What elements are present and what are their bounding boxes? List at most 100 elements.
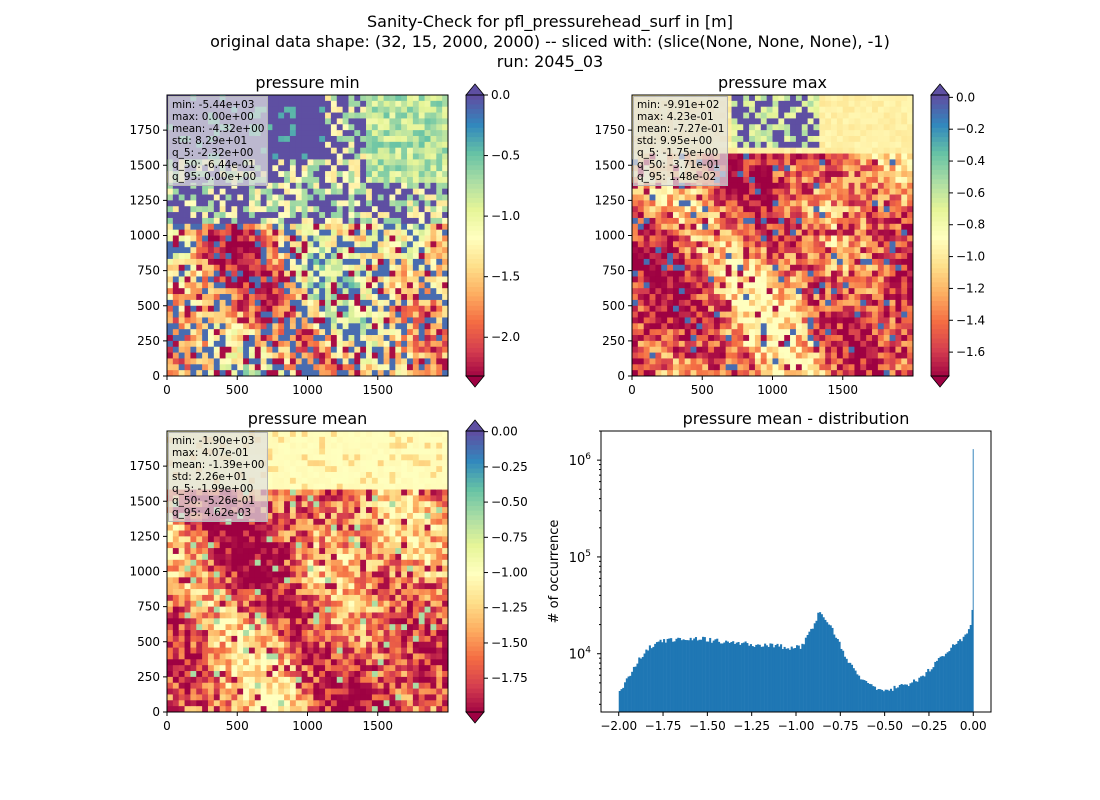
heatmap-cell xyxy=(831,106,838,113)
heatmap-cell xyxy=(731,323,738,330)
heatmap-cell xyxy=(342,212,349,219)
heatmap-cell xyxy=(831,340,838,348)
heatmap-cell xyxy=(795,270,803,277)
heatmap-cell xyxy=(207,294,215,301)
heatmap-cell xyxy=(243,188,250,195)
heatmap-cell xyxy=(231,200,238,207)
heatmap-cell xyxy=(696,346,703,353)
colorbar-segment xyxy=(466,291,484,297)
heatmap-cell xyxy=(866,95,873,102)
heatmap-cell xyxy=(790,194,797,201)
heatmap-cell xyxy=(336,299,344,307)
heatmap-cell xyxy=(219,217,226,225)
heatmap-cell xyxy=(766,352,773,359)
heatmap-cell xyxy=(766,346,773,353)
heatmap-cell xyxy=(848,194,855,201)
heatmap-cell xyxy=(813,171,820,178)
heatmap-cell xyxy=(377,229,384,236)
heatmap-cell xyxy=(907,200,914,207)
heatmap-cell xyxy=(866,200,873,207)
heatmap-cell xyxy=(313,258,320,266)
heatmap-cell xyxy=(760,346,768,353)
heatmap-cell xyxy=(342,329,349,336)
heatmap-cell xyxy=(196,229,203,236)
heatmap-cell xyxy=(901,171,908,178)
heatmap-cell xyxy=(872,264,879,272)
heatmap-cell xyxy=(901,118,908,125)
heatmap-cell xyxy=(360,165,367,172)
heatmap-cell xyxy=(354,340,361,348)
heatmap-cell xyxy=(872,323,879,330)
colorbar-segment xyxy=(931,272,949,279)
heatmap-cell xyxy=(207,305,215,312)
heatmap-cell xyxy=(731,118,738,125)
heatmap-cell xyxy=(719,305,727,312)
heatmap-cell xyxy=(272,258,279,266)
heatmap-cell xyxy=(430,200,437,207)
heatmap-cell xyxy=(260,329,267,336)
heatmap-cell xyxy=(407,247,414,254)
heatmap-cell xyxy=(737,282,744,289)
heatmap-cell xyxy=(430,270,437,277)
heatmap-cell xyxy=(325,182,332,190)
heatmap-cell xyxy=(254,329,262,336)
heatmap-cell xyxy=(307,200,314,207)
heatmap-cell xyxy=(330,206,338,213)
heatmap-cell xyxy=(719,370,727,377)
heatmap-cell xyxy=(167,358,174,365)
heatmap-cell xyxy=(366,130,373,137)
colorbar-segment xyxy=(466,151,484,157)
heatmap-cell xyxy=(831,370,838,377)
heatmap-cell xyxy=(424,241,431,248)
heatmap-cell xyxy=(889,352,896,359)
heatmap-cell xyxy=(877,299,885,307)
heatmap-cell xyxy=(167,253,174,260)
heatmap-cell xyxy=(330,95,338,102)
heatmap-cell xyxy=(860,364,867,371)
heatmap-cell xyxy=(725,335,732,342)
heatmap-cell xyxy=(383,299,390,307)
heatmap-cell xyxy=(254,305,262,312)
heatmap-cell xyxy=(842,317,849,324)
heatmap-cell xyxy=(702,258,709,266)
heatmap-cell xyxy=(348,130,355,137)
heatmap-cell xyxy=(754,346,762,353)
heatmap-cell xyxy=(207,340,215,348)
heatmap-cell xyxy=(412,288,420,295)
heatmap-cell xyxy=(442,258,449,266)
heatmap-cell xyxy=(383,95,390,102)
heatmap-cell xyxy=(883,235,890,242)
heatmap-cell xyxy=(842,153,849,160)
heatmap-cell xyxy=(412,335,420,342)
heatmap-cell xyxy=(278,194,285,201)
heatmap-cell xyxy=(260,305,267,312)
heatmap-cell xyxy=(883,229,890,236)
heatmap-cell xyxy=(418,299,425,307)
heatmap-cell xyxy=(167,530,174,537)
heatmap-cell xyxy=(842,329,849,336)
heatmap-cell xyxy=(430,106,437,113)
heatmap-cell xyxy=(237,258,244,266)
heatmap-cell xyxy=(854,346,861,353)
heatmap-cell xyxy=(743,159,750,166)
heatmap-cell xyxy=(325,194,332,201)
heatmap-cell xyxy=(731,176,738,184)
heatmap-cell xyxy=(760,130,768,137)
heatmap-cell xyxy=(342,147,349,154)
heatmap-cell xyxy=(190,247,197,254)
heatmap-cell xyxy=(719,364,727,371)
heatmap-cell xyxy=(313,270,320,277)
heatmap-cell xyxy=(219,235,226,242)
heatmap-cell xyxy=(655,194,662,201)
heatmap-cell xyxy=(231,276,238,283)
heatmap-cell xyxy=(319,288,326,295)
heatmap-cell xyxy=(307,364,314,371)
heatmap-cell xyxy=(778,294,785,301)
heatmap-cell xyxy=(172,583,180,590)
heatmap-cell xyxy=(330,182,338,190)
heatmap-cell xyxy=(178,311,185,318)
heatmap-cell xyxy=(178,676,185,684)
heatmap-cell xyxy=(637,335,645,342)
heatmap-cell xyxy=(172,299,180,307)
heatmap-cell xyxy=(178,682,185,689)
